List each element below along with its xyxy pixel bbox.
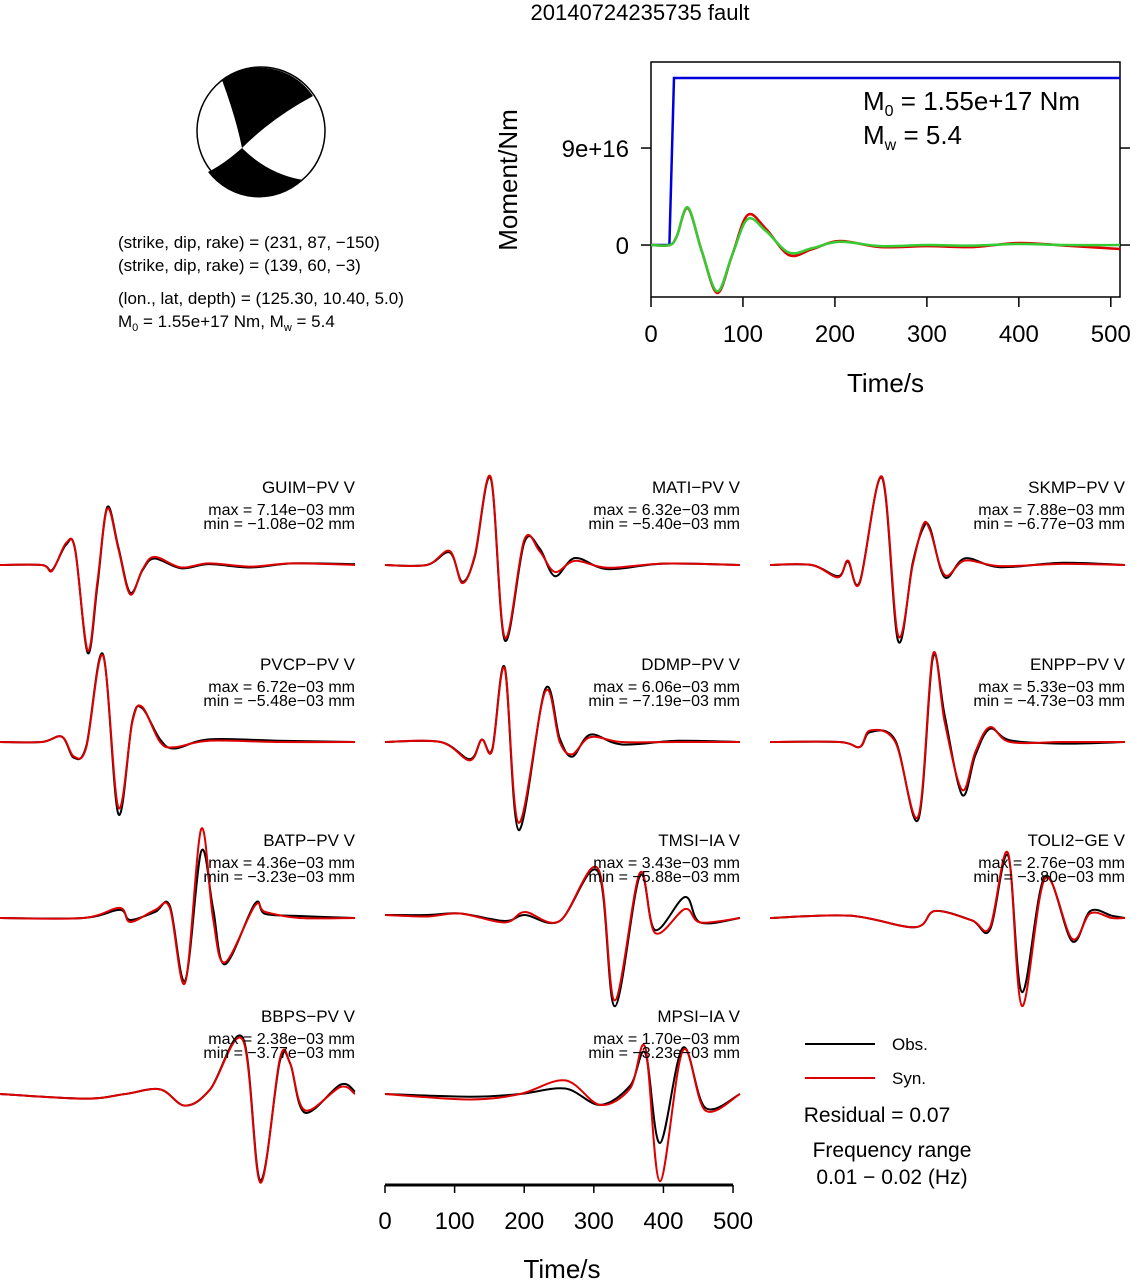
moment-line	[651, 206, 1120, 295]
max-label: max = 1.70e−03 mm	[593, 1031, 740, 1048]
x-axis-label: Time/s	[523, 1254, 600, 1280]
x-tick-label: 100	[435, 1208, 475, 1235]
x-tick-label: 0	[378, 1208, 391, 1235]
text: = 5.4	[896, 120, 962, 150]
syn-trace	[384, 666, 740, 824]
frequency-range: 0.01 − 0.02 (Hz)	[816, 1166, 967, 1189]
subscript: w	[283, 322, 292, 334]
frequency-title: Frequency range	[813, 1139, 972, 1162]
annotation: Mw = 5.4	[863, 120, 962, 154]
max-label: max = 2.76e−03 mm	[978, 855, 1125, 872]
symbol: M	[863, 86, 885, 116]
syn-trace	[769, 475, 1126, 639]
plot-frame	[650, 61, 1121, 298]
syn-trace	[384, 865, 741, 1002]
max-label: max = 5.33e−03 mm	[978, 679, 1125, 696]
station-title: TMSI−IA V	[658, 831, 740, 850]
x-tick-label: 300	[574, 1208, 614, 1235]
moment-line: M0 = 1.55e+17 Nm, Mw = 5.4	[118, 312, 335, 334]
x-tick-label: 0	[644, 321, 657, 348]
syn-trace	[769, 850, 1126, 1008]
syn-trace	[0, 1036, 356, 1184]
min-label: min = −7.19e−03 mm	[588, 693, 740, 710]
beachball	[196, 66, 326, 198]
figure-title: 20140724235735 fault	[531, 0, 750, 25]
obs-trace	[384, 868, 741, 1008]
obs-trace	[0, 652, 356, 816]
max-label: max = 4.36e−03 mm	[208, 855, 355, 872]
x-tick-label: 100	[723, 321, 763, 348]
station-title: PVCP−PV V	[260, 655, 356, 674]
station-title: ENPP−PV V	[1030, 655, 1126, 674]
mechanism-line: (strike, dip, rake) = (231, 87, −150)	[118, 233, 380, 252]
station-title: BATP−PV V	[263, 831, 355, 850]
mechanism-line: (strike, dip, rake) = (139, 60, −3)	[118, 256, 361, 275]
max-label: max = 6.72e−03 mm	[208, 679, 355, 696]
station-title: SKMP−PV V	[1028, 478, 1126, 497]
x-tick-label: 400	[643, 1208, 683, 1235]
min-label: min = −6.77e−03 mm	[973, 516, 1125, 533]
x-tick-label: 500	[1091, 321, 1131, 348]
subscript: w	[884, 137, 897, 154]
text: = 5.4	[292, 312, 335, 331]
station-title: TOLI2−GE V	[1028, 831, 1126, 850]
max-label: max = 6.32e−03 mm	[593, 502, 740, 519]
syn-trace	[384, 1043, 741, 1183]
symbol: M	[863, 120, 885, 150]
residual: Residual = 0.07	[804, 1104, 951, 1127]
y-axis-label: Moment/Nm	[493, 109, 523, 251]
x-tick-label: 200	[815, 321, 855, 348]
min-label: min = −5.88e−03 mm	[588, 869, 740, 886]
legend-label: Obs.	[892, 1035, 928, 1054]
min-label: min = −3.23e−03 mm	[203, 869, 355, 886]
y-tick-label: 0	[616, 233, 629, 260]
syn-trace	[0, 827, 356, 986]
text: = 1.55e+17 Nm	[894, 86, 1080, 116]
max-label: max = 7.14e−03 mm	[208, 502, 355, 519]
station-title: BBPS−PV V	[261, 1007, 356, 1026]
syn-trace	[0, 654, 356, 810]
y-tick-label: 9e+16	[562, 136, 629, 163]
syn-trace	[0, 507, 356, 652]
x-tick-label: 300	[907, 321, 947, 348]
min-label: min = −3.80e−03 mm	[973, 869, 1125, 886]
min-label: min = −3.23e−03 mm	[588, 1045, 740, 1062]
station-title: GUIM−PV V	[262, 478, 356, 497]
syn-trace	[769, 651, 1125, 820]
text: = 1.55e+17 Nm,	[138, 312, 269, 331]
station-title: MPSI−IA V	[657, 1007, 740, 1026]
x-tick-label: 500	[713, 1208, 753, 1235]
legend-label: Syn.	[892, 1069, 926, 1088]
station-title: MATI−PV V	[652, 478, 741, 497]
min-label: min = −4.73e−03 mm	[973, 693, 1125, 710]
x-tick-label: 400	[999, 321, 1039, 348]
max-label: max = 7.88e−03 mm	[978, 502, 1125, 519]
moment-line	[651, 206, 1120, 293]
x-tick-label: 200	[504, 1208, 544, 1235]
min-label: min = −1.08e−02 mm	[203, 516, 355, 533]
max-label: max = 3.43e−03 mm	[593, 855, 740, 872]
symbol: M	[270, 312, 284, 331]
x-axis-label: Time/s	[847, 368, 924, 398]
min-label: min = −5.40e−03 mm	[588, 516, 740, 533]
min-label: min = −3.77e−03 mm	[203, 1045, 355, 1062]
location-line: (lon., lat, depth) = (125.30, 10.40, 5.0…	[118, 289, 404, 308]
syn-trace	[384, 474, 741, 639]
max-label: max = 2.38e−03 mm	[208, 1031, 355, 1048]
annotation: M0 = 1.55e+17 Nm	[863, 86, 1080, 120]
subscript: 0	[132, 322, 138, 334]
subscript: 0	[885, 103, 894, 120]
station-title: DDMP−PV V	[641, 655, 740, 674]
symbol: M	[118, 312, 132, 331]
min-label: min = −5.48e−03 mm	[203, 693, 355, 710]
max-label: max = 6.06e−03 mm	[593, 679, 740, 696]
